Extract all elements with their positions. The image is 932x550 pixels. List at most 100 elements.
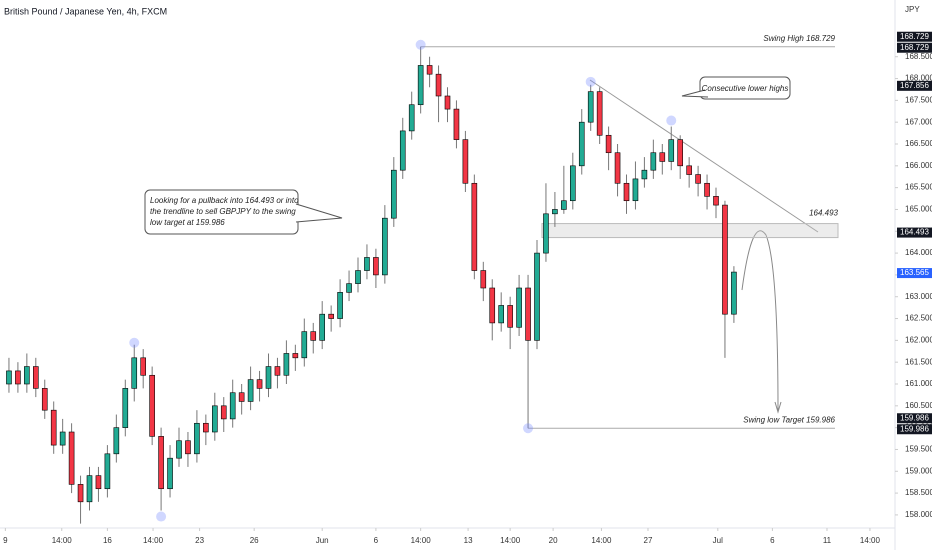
price-badge-label: 168.729 <box>900 43 929 52</box>
candle-body <box>86 475 93 503</box>
y-tick-label: 158.000 <box>905 510 932 519</box>
candle-body <box>220 405 227 420</box>
candle-body <box>185 440 191 455</box>
candle-body <box>283 353 290 376</box>
candle-body <box>489 287 496 324</box>
swing-point <box>129 337 140 348</box>
candle-body <box>417 65 424 106</box>
candle-body <box>373 257 379 276</box>
x-tick-label: 26 <box>250 536 259 545</box>
y-tick-label: 167.000 <box>905 117 932 126</box>
candle-body <box>525 287 531 341</box>
swing-point <box>666 115 677 126</box>
callout-tail <box>295 203 343 223</box>
candle-body <box>561 200 567 210</box>
candle-body <box>614 152 621 184</box>
y-tick-label: 163.000 <box>905 292 932 301</box>
price-badge-label: 167.856 <box>900 81 929 90</box>
candle-body <box>534 252 540 341</box>
y-tick-label: 164.000 <box>905 248 932 257</box>
x-tick-label: Jun <box>316 536 329 545</box>
candle-body <box>587 91 594 123</box>
candle-body <box>310 331 317 341</box>
candle-body <box>659 152 666 162</box>
swing-point <box>523 423 534 434</box>
candle-body <box>131 357 138 389</box>
x-tick-label: 11 <box>823 536 832 545</box>
candle-body <box>704 182 710 197</box>
candle-body <box>507 305 513 328</box>
swing-point <box>415 39 426 50</box>
candle-body <box>176 440 182 459</box>
candle-body <box>552 209 558 215</box>
candle-body <box>668 139 675 162</box>
y-tick-label: 165.500 <box>905 183 932 192</box>
candle-body <box>95 475 102 490</box>
candle-body <box>158 436 164 490</box>
x-tick-label: 20 <box>549 536 558 545</box>
candle-body <box>122 388 129 428</box>
candle-body <box>68 431 75 485</box>
x-tick-label: 14:00 <box>500 536 521 545</box>
candle-body <box>498 305 505 324</box>
candle-body <box>516 287 522 328</box>
swing-point <box>156 511 167 522</box>
level-label: Swing low Target 159.986 <box>743 415 835 424</box>
resistance-zone <box>541 223 839 239</box>
candle-body <box>32 366 39 389</box>
candle-body <box>731 271 737 315</box>
candle-body <box>41 388 48 411</box>
candle-body <box>229 392 236 420</box>
price-badge <box>897 413 932 424</box>
candle-body <box>24 366 30 385</box>
currency-label: JPY <box>905 5 920 14</box>
candle-body <box>140 357 146 376</box>
candle-body <box>426 65 433 75</box>
candle-body <box>328 313 334 319</box>
candle-body <box>50 409 57 446</box>
candle-body <box>355 270 361 284</box>
y-tick-label: 168.500 <box>905 52 932 61</box>
y-tick-label: 159.000 <box>905 466 932 475</box>
candle-body <box>382 217 388 276</box>
y-tick-label: 162.000 <box>905 335 932 344</box>
candle-body <box>453 108 460 140</box>
candle-body <box>238 392 245 402</box>
swing-point <box>585 76 596 87</box>
y-tick-label: 158.500 <box>905 488 932 497</box>
candle-body <box>695 174 701 184</box>
candle-body <box>543 213 549 254</box>
candle-body <box>212 405 218 433</box>
candle-body <box>149 374 155 437</box>
candle-body <box>435 73 442 97</box>
y-tick-label: 166.500 <box>905 139 932 148</box>
annotation-layer <box>144 76 819 414</box>
x-tick-label: 9 <box>3 536 8 545</box>
y-tick-label: 159.500 <box>905 445 932 454</box>
x-tick-label: 14:00 <box>591 536 612 545</box>
candle-body <box>399 130 406 171</box>
x-tick-label: 23 <box>195 536 204 545</box>
candle-body <box>650 152 657 171</box>
x-tick-label: 16 <box>103 536 112 545</box>
price-badge-label: 159.986 <box>900 413 929 422</box>
candle-body <box>623 182 630 202</box>
candle-body <box>641 169 648 180</box>
candle-body <box>6 370 12 385</box>
candle-body <box>104 453 111 490</box>
candle-body <box>408 104 415 132</box>
candle-body <box>256 379 263 389</box>
candle-body <box>77 484 84 503</box>
candle-body <box>247 379 254 402</box>
candle-body <box>677 139 684 167</box>
candle-body <box>265 366 272 389</box>
callout-text: low target at 159.986 <box>150 218 225 227</box>
x-tick-label: 14:00 <box>411 536 432 545</box>
price-badge <box>897 268 932 279</box>
price-badge-label: 164.493 <box>900 228 929 237</box>
price-badge-label: 168.729 <box>900 32 929 41</box>
callout-text: Looking for a pullback into 164.493 or i… <box>150 196 299 205</box>
y-tick-label: 165.000 <box>905 205 932 214</box>
